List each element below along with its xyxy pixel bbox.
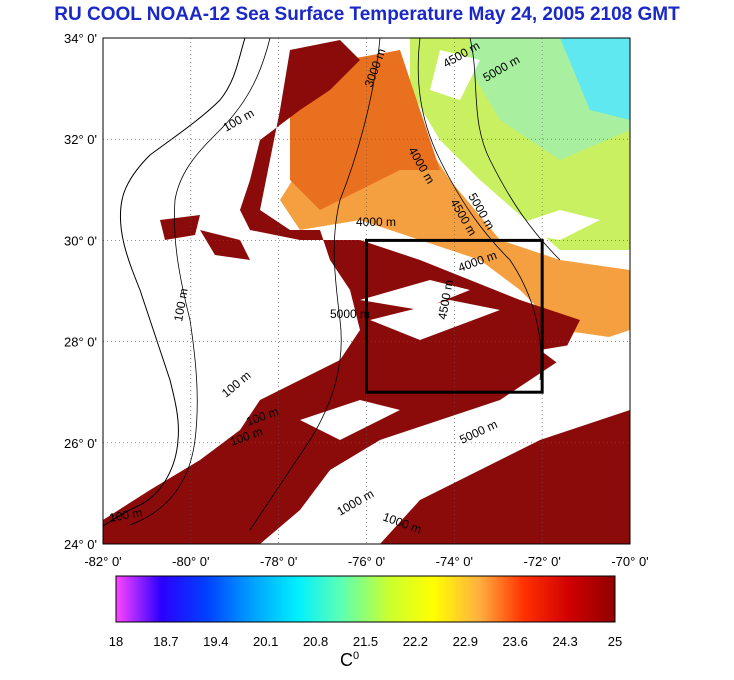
sst-field <box>103 38 630 544</box>
colorbar-tick-label: 18 <box>109 634 123 649</box>
lat-tick-label: 26° 0' <box>64 436 97 451</box>
colorbar-tick-label: 21.5 <box>353 634 378 649</box>
colorbar-tick-label: 22.9 <box>453 634 478 649</box>
colorbar-tick-label: 20.1 <box>253 634 278 649</box>
plot-frame <box>102 37 631 545</box>
contour-label: 100 m <box>171 287 191 322</box>
colorbar-tick-label: 25 <box>608 634 622 649</box>
cloud-streak-4 <box>440 390 600 450</box>
lon-tick-label: -80° 0' <box>172 554 209 569</box>
bathymetry-deep-2 <box>469 37 561 261</box>
sst-warm-west <box>160 215 200 240</box>
latitude-axis: 34° 0' 32° 0' 30° 0' 28° 0' 26° 0' 24° 0' <box>64 31 97 552</box>
cloud-streak-6 <box>500 210 600 240</box>
cloud-streak-3 <box>300 400 400 440</box>
colorbar-unit: C0 <box>340 650 359 671</box>
lat-tick-label: 24° 0' <box>64 537 97 552</box>
lon-tick-label: -78° 0' <box>260 554 297 569</box>
contour-label: 4000 m <box>356 215 396 229</box>
lon-tick-label: -72° 0' <box>524 554 561 569</box>
bathymetry-mid <box>249 37 381 531</box>
colorbar-gradient <box>115 575 616 623</box>
colorbar-tick-label: 24.3 <box>552 634 577 649</box>
lon-tick-label: -76° 0' <box>348 554 385 569</box>
lat-tick-label: 34° 0' <box>64 31 97 46</box>
colorbar-tick-label: 19.4 <box>203 634 228 649</box>
longitude-axis: -82° 0' -80° 0' -78° 0' -76° 0' -74° 0' -72° … <box>84 554 648 569</box>
cloud-streak-2 <box>370 300 500 340</box>
study-box <box>365 238 544 394</box>
contour-label: 5000 m <box>330 307 370 321</box>
colorbar-tick-label: 20.8 <box>303 634 328 649</box>
colorbar-tick-label: 22.2 <box>403 634 428 649</box>
colorbar-tick-label: 23.6 <box>503 634 528 649</box>
lon-tick-label: -82° 0' <box>84 554 121 569</box>
sst-warm-bay <box>200 230 250 260</box>
bathymetry-deep <box>417 37 542 381</box>
map-title: RU COOL NOAA-12 Sea Surface Temperature … <box>54 4 680 25</box>
cloud-streak-1 <box>360 280 470 310</box>
lon-tick-label: -70° 0' <box>611 554 648 569</box>
colorbar-unit-base: C <box>340 650 353 670</box>
colorbar-tick-label: 18.7 <box>153 634 178 649</box>
lat-tick-label: 30° 0' <box>64 233 97 248</box>
sst-warm-region <box>103 40 580 544</box>
colorbar-ticks: 18 18.7 19.4 20.1 20.8 21.5 22.2 22.9 23.6 24.3 25 <box>109 634 622 649</box>
sst-cyan-region <box>560 38 630 120</box>
contour-label: 4500 m <box>435 279 456 321</box>
colorbar: 18 18.7 19.4 20.1 20.8 21.5 22.2 22.9 23.6 24.3 25 <box>109 575 622 649</box>
coastline <box>102 37 246 527</box>
contour-label: 100 m <box>108 505 143 525</box>
lat-tick-label: 32° 0' <box>64 132 97 147</box>
bathymetry-100m <box>129 37 271 526</box>
cloud-streak-7 <box>430 50 480 100</box>
lon-tick-label: -74° 0' <box>436 554 473 569</box>
lat-tick-label: 28° 0' <box>64 335 97 350</box>
colorbar-unit-sup: 0 <box>353 650 360 662</box>
cloud-streak-5 <box>540 330 630 380</box>
sst-warm-se <box>380 410 630 544</box>
